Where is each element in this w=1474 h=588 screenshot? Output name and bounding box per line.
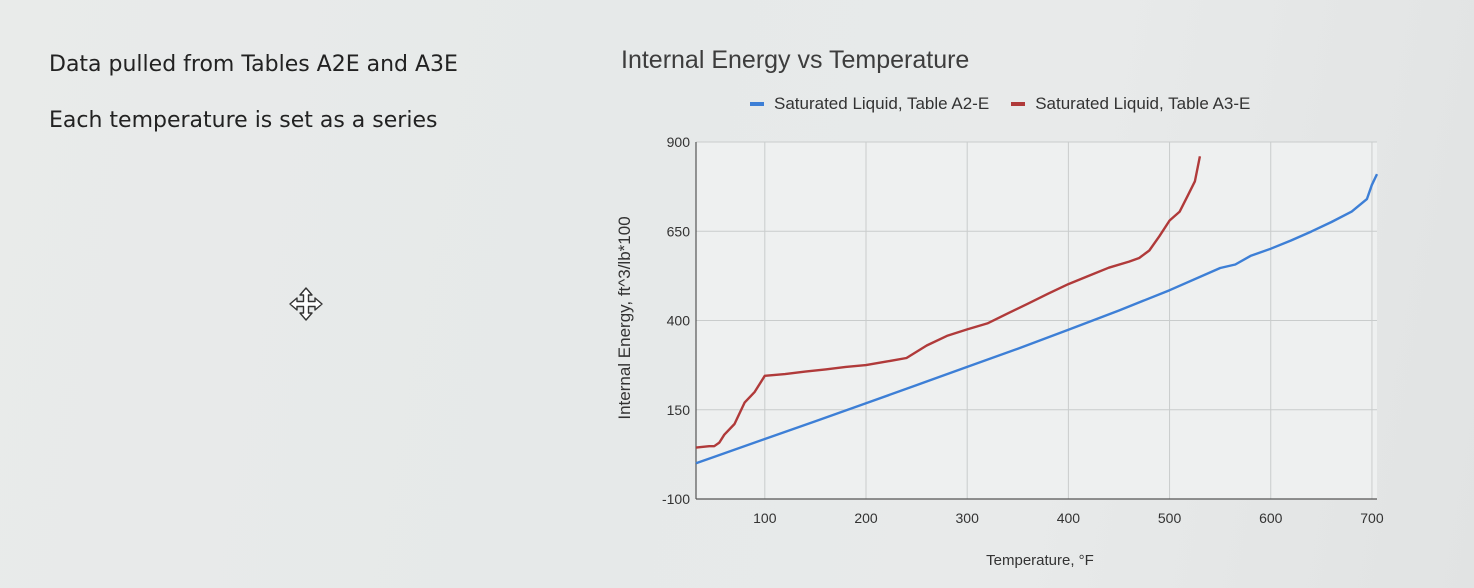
y-tick-label: 650 [667, 223, 691, 239]
series-line-2 [695, 156, 1202, 449]
x-tick-label: 600 [1259, 510, 1283, 526]
chart-container: Internal Energy vs Temperature Saturated… [600, 38, 1474, 588]
y-tick-label: 400 [667, 313, 691, 329]
move-cursor-icon [288, 286, 324, 322]
axis-layer: -100 150 400 650 900 100 200 300 400 500 600 700 [662, 134, 1384, 526]
chart-legend: Saturated Liquid, Table A2-E Saturated L… [750, 94, 1250, 114]
x-tick-label: 400 [1057, 510, 1081, 526]
x-tick-label: 100 [753, 510, 777, 526]
legend-item-series-2[interactable]: Saturated Liquid, Table A3-E [1011, 94, 1250, 114]
legend-swatch-series-1 [750, 102, 764, 106]
series-layer [695, 156, 1379, 465]
chart-plot: -100 150 400 650 900 100 200 300 400 500 600 700 In… [615, 134, 1384, 569]
x-axis-label: Temperature, °F [986, 552, 1094, 569]
y-tick-label: 900 [667, 134, 691, 150]
legend-swatch-series-2 [1011, 102, 1026, 106]
x-tick-label: 700 [1360, 510, 1384, 526]
y-tick-label: -100 [662, 491, 690, 507]
chart-title: Internal Energy vs Temperature [621, 46, 970, 74]
y-tick-label: 150 [667, 402, 691, 418]
x-tick-label: 500 [1158, 510, 1182, 526]
note-line-2: Each temperature is set as a series [49, 108, 438, 133]
notes-panel: Data pulled from Tables A2E and A3E Each… [49, 52, 458, 133]
x-tick-label: 200 [854, 510, 878, 526]
y-axis-label: Internal Energy, ft^3/lb*100 [615, 216, 634, 419]
x-tick-label: 300 [956, 510, 980, 526]
legend-label-series-1: Saturated Liquid, Table A2-E [774, 94, 990, 113]
series-line-1 [695, 173, 1379, 465]
legend-item-series-1[interactable]: Saturated Liquid, Table A2-E [750, 94, 989, 114]
legend-label-series-2: Saturated Liquid, Table A3-E [1035, 94, 1251, 113]
note-line-1: Data pulled from Tables A2E and A3E [49, 52, 458, 77]
grid-layer [696, 141, 1377, 500]
